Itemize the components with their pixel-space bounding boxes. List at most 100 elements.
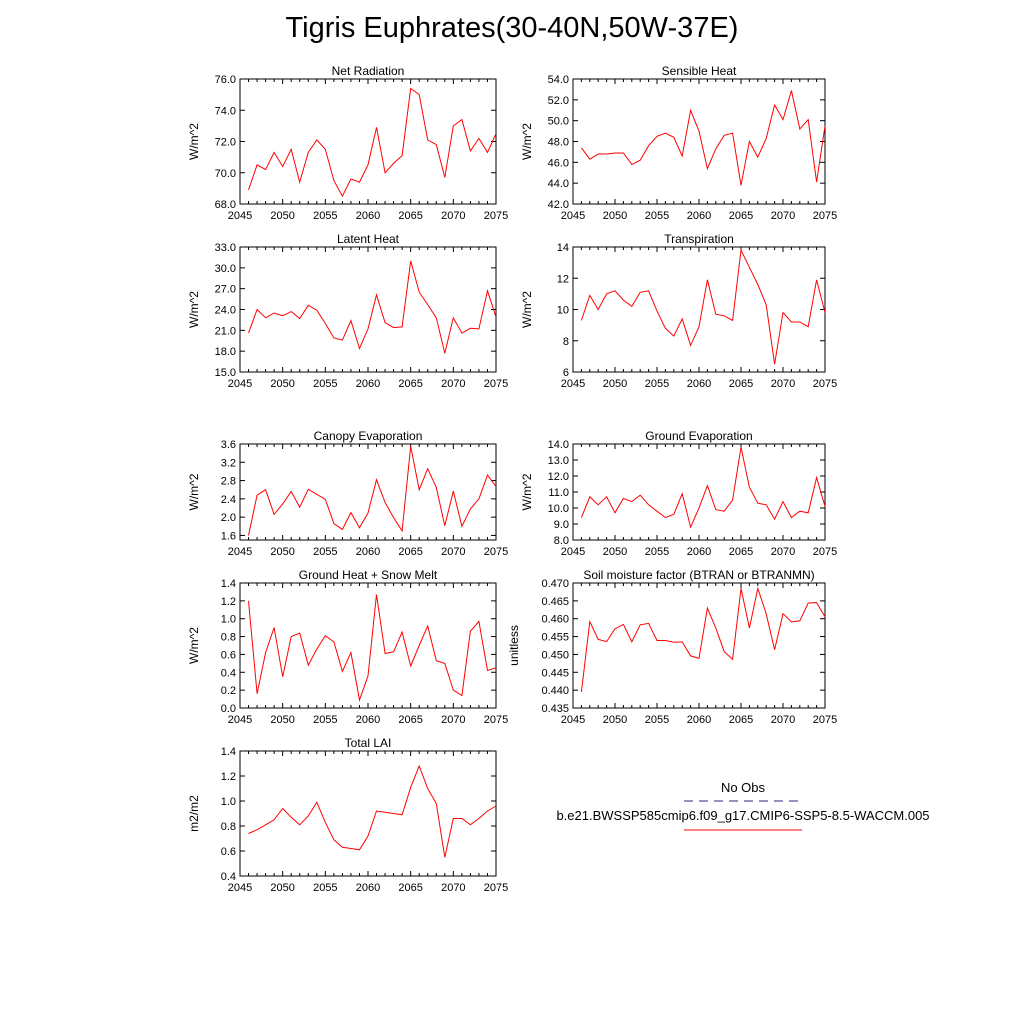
y-tick-label: 12 xyxy=(557,273,569,285)
y-tick-label: 1.4 xyxy=(221,746,236,758)
y-tick-label: 30.0 xyxy=(215,263,236,275)
panel-4: 2045 2050 2055 2060 2065 2070 2075 6 8 10 12 14 Tran… xyxy=(520,232,837,390)
x-tick-label: 2075 xyxy=(484,378,508,390)
x-tick-label: 2075 xyxy=(484,546,508,558)
x-tick-label: 2060 xyxy=(687,714,711,726)
x-tick-label: 2050 xyxy=(270,546,294,558)
y-tick-label: 70.0 xyxy=(215,168,236,180)
panel-title: Sensible Heat xyxy=(662,64,737,78)
x-tick-label: 2065 xyxy=(398,378,422,390)
y-tick-label: 14 xyxy=(557,242,569,254)
y-tick-label: 0.460 xyxy=(541,614,569,626)
y-tick-label: 72.0 xyxy=(215,137,236,149)
panel-title: Canopy Evaporation xyxy=(314,429,423,443)
x-tick-label: 2075 xyxy=(813,714,837,726)
y-tick-label: 27.0 xyxy=(215,284,236,296)
panel-title: Soil moisture factor (BTRAN or BTRANMN) xyxy=(583,568,814,582)
x-tick-label: 2060 xyxy=(687,546,711,558)
y-tick-label: 0.8 xyxy=(221,632,236,644)
x-tick-label: 2045 xyxy=(561,210,585,222)
y-tick-label: 1.2 xyxy=(221,596,236,608)
y-tick-label: 68.0 xyxy=(215,199,236,211)
x-tick-label: 2055 xyxy=(313,210,337,222)
y-tick-label: 1.2 xyxy=(221,771,236,783)
panel-9: 2045 2050 2055 2060 2065 2070 2075 0.4 0.6 0.8 1.0… xyxy=(187,736,508,894)
x-tick-label: 2050 xyxy=(603,714,627,726)
x-tick-label: 2060 xyxy=(356,714,380,726)
panel-2: 2045 2050 2055 2060 2065 2070 2075 42.0 44.0 46.0… xyxy=(520,64,837,222)
y-tick-label: 1.4 xyxy=(221,578,236,590)
series-line xyxy=(248,446,497,536)
x-tick-label: 2045 xyxy=(561,714,585,726)
y-tick-label: 1.0 xyxy=(221,614,236,626)
x-tick-label: 2050 xyxy=(270,378,294,390)
x-tick-label: 2065 xyxy=(398,546,422,558)
panel-title: Ground Evaporation xyxy=(645,429,752,443)
plot-frame xyxy=(572,582,826,709)
y-tick-label: 33.0 xyxy=(215,242,236,254)
y-tick-label: 54.0 xyxy=(548,74,569,86)
x-tick-label: 2050 xyxy=(270,210,294,222)
y-tick-label: 12.0 xyxy=(548,471,569,483)
x-tick-label: 2045 xyxy=(228,546,252,558)
y-tick-label: 11.0 xyxy=(548,487,569,499)
x-tick-label: 2060 xyxy=(356,882,380,894)
panel-title: Ground Heat + Snow Melt xyxy=(299,568,438,582)
x-tick-label: 2065 xyxy=(398,210,422,222)
panel-6: 2045 2050 2055 2060 2065 2070 2075 8.0 9.0 10.0 11… xyxy=(520,429,837,558)
plot-frame xyxy=(572,443,826,541)
y-tick-label: 3.6 xyxy=(221,439,236,451)
x-tick-label: 2055 xyxy=(645,378,669,390)
y-axis-label: m2/m2 xyxy=(187,795,201,832)
series-line xyxy=(248,87,497,198)
y-axis-label: unitless xyxy=(507,625,521,666)
x-tick-label: 2060 xyxy=(356,546,380,558)
x-tick-label: 2065 xyxy=(398,714,422,726)
x-tick-label: 2045 xyxy=(228,378,252,390)
y-tick-label: 0.435 xyxy=(541,703,569,715)
series-line xyxy=(580,248,826,365)
y-tick-label: 3.2 xyxy=(221,457,236,469)
y-tick-label: 0.6 xyxy=(221,846,236,858)
x-tick-label: 2055 xyxy=(645,210,669,222)
x-tick-label: 2070 xyxy=(441,378,465,390)
x-tick-label: 2060 xyxy=(687,378,711,390)
y-tick-label: 0.455 xyxy=(541,632,569,644)
y-axis-label: W/m^2 xyxy=(187,627,201,664)
x-tick-label: 2065 xyxy=(729,210,753,222)
y-tick-label: 0.4 xyxy=(221,871,236,883)
x-tick-label: 2070 xyxy=(441,882,465,894)
y-tick-label: 0.445 xyxy=(541,667,569,679)
y-axis-label: W/m^2 xyxy=(187,123,201,160)
x-tick-label: 2070 xyxy=(771,378,795,390)
y-tick-label: 18.0 xyxy=(215,346,236,358)
x-tick-label: 2075 xyxy=(484,210,508,222)
legend-label-obs: No Obs xyxy=(721,780,766,795)
y-tick-label: 1.0 xyxy=(221,796,236,808)
y-tick-label: 2.4 xyxy=(221,494,236,506)
y-tick-label: 15.0 xyxy=(215,367,236,379)
x-tick-label: 2070 xyxy=(771,546,795,558)
y-tick-label: 2.8 xyxy=(221,476,236,488)
y-tick-label: 76.0 xyxy=(215,74,236,86)
x-tick-label: 2045 xyxy=(228,714,252,726)
x-tick-label: 2050 xyxy=(603,210,627,222)
y-tick-label: 0.440 xyxy=(541,685,569,697)
y-axis-label: W/m^2 xyxy=(520,123,534,160)
y-tick-label: 0.2 xyxy=(221,685,236,697)
x-tick-label: 2065 xyxy=(729,714,753,726)
plot-frame xyxy=(239,246,497,373)
x-tick-label: 2045 xyxy=(228,882,252,894)
plot-frame xyxy=(239,582,497,709)
y-axis-label: W/m^2 xyxy=(520,473,534,510)
plot-frame xyxy=(239,443,497,541)
y-tick-label: 6 xyxy=(563,367,569,379)
panel-7: 2045 2050 2055 2060 2065 2070 2075 0.0 0.2 0.4 0.6… xyxy=(187,568,508,726)
y-axis-label: W/m^2 xyxy=(520,291,534,328)
y-tick-label: 0.4 xyxy=(221,667,236,679)
y-tick-label: 9.0 xyxy=(554,519,569,531)
series-line xyxy=(580,586,826,692)
panel-title: Net Radiation xyxy=(332,64,405,78)
y-tick-label: 0.0 xyxy=(221,703,236,715)
